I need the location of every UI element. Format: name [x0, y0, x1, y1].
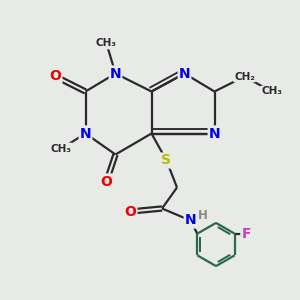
Text: N: N [179, 67, 190, 80]
Text: O: O [124, 205, 136, 218]
Text: CH₃: CH₃ [51, 143, 72, 154]
Text: N: N [209, 127, 220, 140]
Text: N: N [110, 67, 121, 80]
Text: H: H [198, 208, 208, 222]
Text: CH₃: CH₃ [96, 38, 117, 49]
Text: O: O [100, 175, 112, 188]
Text: F: F [242, 227, 251, 241]
Text: N: N [80, 127, 91, 140]
Text: N: N [185, 214, 196, 227]
Text: S: S [161, 154, 172, 167]
Text: CH₂: CH₂ [234, 71, 255, 82]
Text: CH₃: CH₃ [261, 86, 282, 97]
Text: O: O [50, 70, 61, 83]
